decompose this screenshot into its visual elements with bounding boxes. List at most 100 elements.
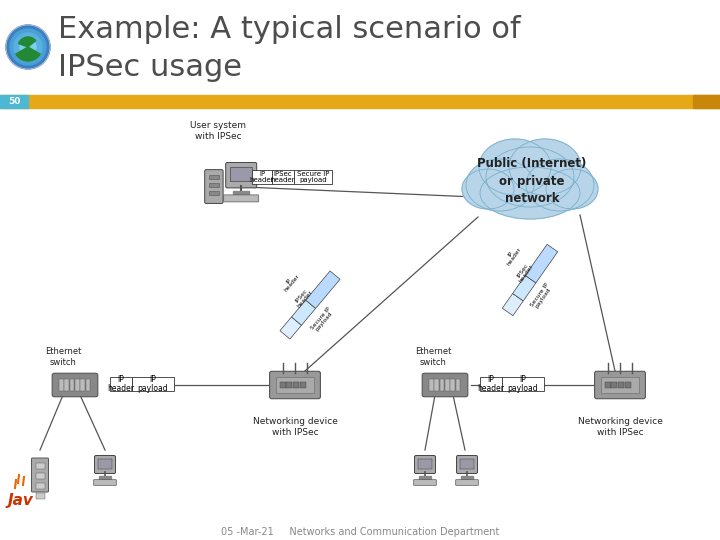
Bar [272,170,294,184]
Text: User system
with IPSec: User system with IPSec [190,121,246,141]
Ellipse shape [509,139,581,195]
Bar [461,476,473,479]
Bar [480,377,502,391]
Text: IPSec usage: IPSec usage [58,53,242,83]
Bar [210,183,219,187]
Text: Example: A typical scenario of: Example: A typical scenario of [58,16,521,44]
Bar [450,379,455,391]
Text: IP
payload: IP payload [138,375,168,393]
Text: Jav: Jav [7,492,33,508]
Circle shape [10,29,46,65]
FancyBboxPatch shape [94,456,115,474]
Ellipse shape [466,159,534,211]
Text: Secure IP
payload: Secure IP payload [297,171,329,183]
Bar [292,300,315,325]
Bar [210,191,219,195]
Bar [434,379,439,391]
Bar [440,379,444,391]
Ellipse shape [480,167,580,219]
Bar [693,95,720,108]
Ellipse shape [462,169,514,209]
Text: 50: 50 [8,97,20,106]
Bar [306,271,340,308]
Bar [279,382,286,388]
Bar [0,95,28,108]
Bar [59,379,63,391]
Text: Public (Internet)
or private
network: Public (Internet) or private network [477,158,587,205]
FancyBboxPatch shape [94,480,117,485]
Bar [294,170,332,184]
Bar [287,382,292,388]
Bar [99,476,111,479]
Bar [35,483,45,489]
Bar [233,191,249,194]
Bar [445,379,449,391]
Wedge shape [16,47,40,61]
FancyBboxPatch shape [422,373,468,397]
Bar [110,377,132,391]
FancyBboxPatch shape [225,163,257,188]
Bar [0,0,720,95]
Bar [513,275,536,301]
Bar [35,463,45,469]
Text: IP
payload: IP payload [508,375,539,393]
Text: IP
header: IP header [477,375,505,393]
Text: Networking device
with IPSec: Networking device with IPSec [577,417,662,437]
FancyBboxPatch shape [456,480,478,485]
Bar [502,377,544,391]
Bar [460,459,474,469]
Bar [35,493,45,499]
Text: IP
header: IP header [503,244,523,267]
Bar [70,379,74,391]
Text: IP
header: IP header [107,375,135,393]
Bar [132,377,174,391]
Text: IPSec
header: IPSec header [514,260,534,283]
Bar [86,379,90,391]
FancyBboxPatch shape [204,170,223,204]
Ellipse shape [546,169,598,209]
FancyBboxPatch shape [415,456,436,474]
FancyBboxPatch shape [32,458,48,492]
Bar [503,293,523,316]
Ellipse shape [526,159,594,211]
Bar [0,95,720,108]
Bar [419,476,431,479]
Bar [75,379,79,391]
Text: Networking device
with IPSec: Networking device with IPSec [253,417,338,437]
Circle shape [20,39,36,55]
Bar [293,382,299,388]
Bar [611,382,617,388]
Bar [456,379,460,391]
FancyBboxPatch shape [269,372,320,399]
Text: IPSec
header: IPSec header [293,286,314,308]
Bar [526,244,558,283]
Bar [252,170,272,184]
FancyBboxPatch shape [224,195,258,202]
Circle shape [14,33,42,61]
Ellipse shape [479,139,551,195]
Bar [429,379,433,391]
FancyBboxPatch shape [456,456,477,474]
Bar [300,382,306,388]
Bar [35,473,45,479]
Bar [618,382,624,388]
Text: Secure IP
payload: Secure IP payload [530,282,554,310]
Bar [65,379,69,391]
FancyBboxPatch shape [595,372,645,399]
Text: IP
header: IP header [250,171,274,183]
Text: IPSec
header: IPSec header [271,171,295,183]
Text: Secure IP
payload: Secure IP payload [310,307,336,334]
Bar [210,175,219,179]
Bar [280,317,302,339]
Text: Ethernet
switch: Ethernet switch [415,347,451,367]
FancyBboxPatch shape [53,373,98,397]
Wedge shape [19,37,36,47]
Ellipse shape [486,147,574,207]
Text: IP
header: IP header [280,271,301,293]
Text: Ethernet
switch: Ethernet switch [45,347,81,367]
Bar [605,382,611,388]
Bar [80,379,85,391]
Circle shape [6,25,50,69]
Bar [230,167,252,181]
FancyBboxPatch shape [414,480,436,485]
